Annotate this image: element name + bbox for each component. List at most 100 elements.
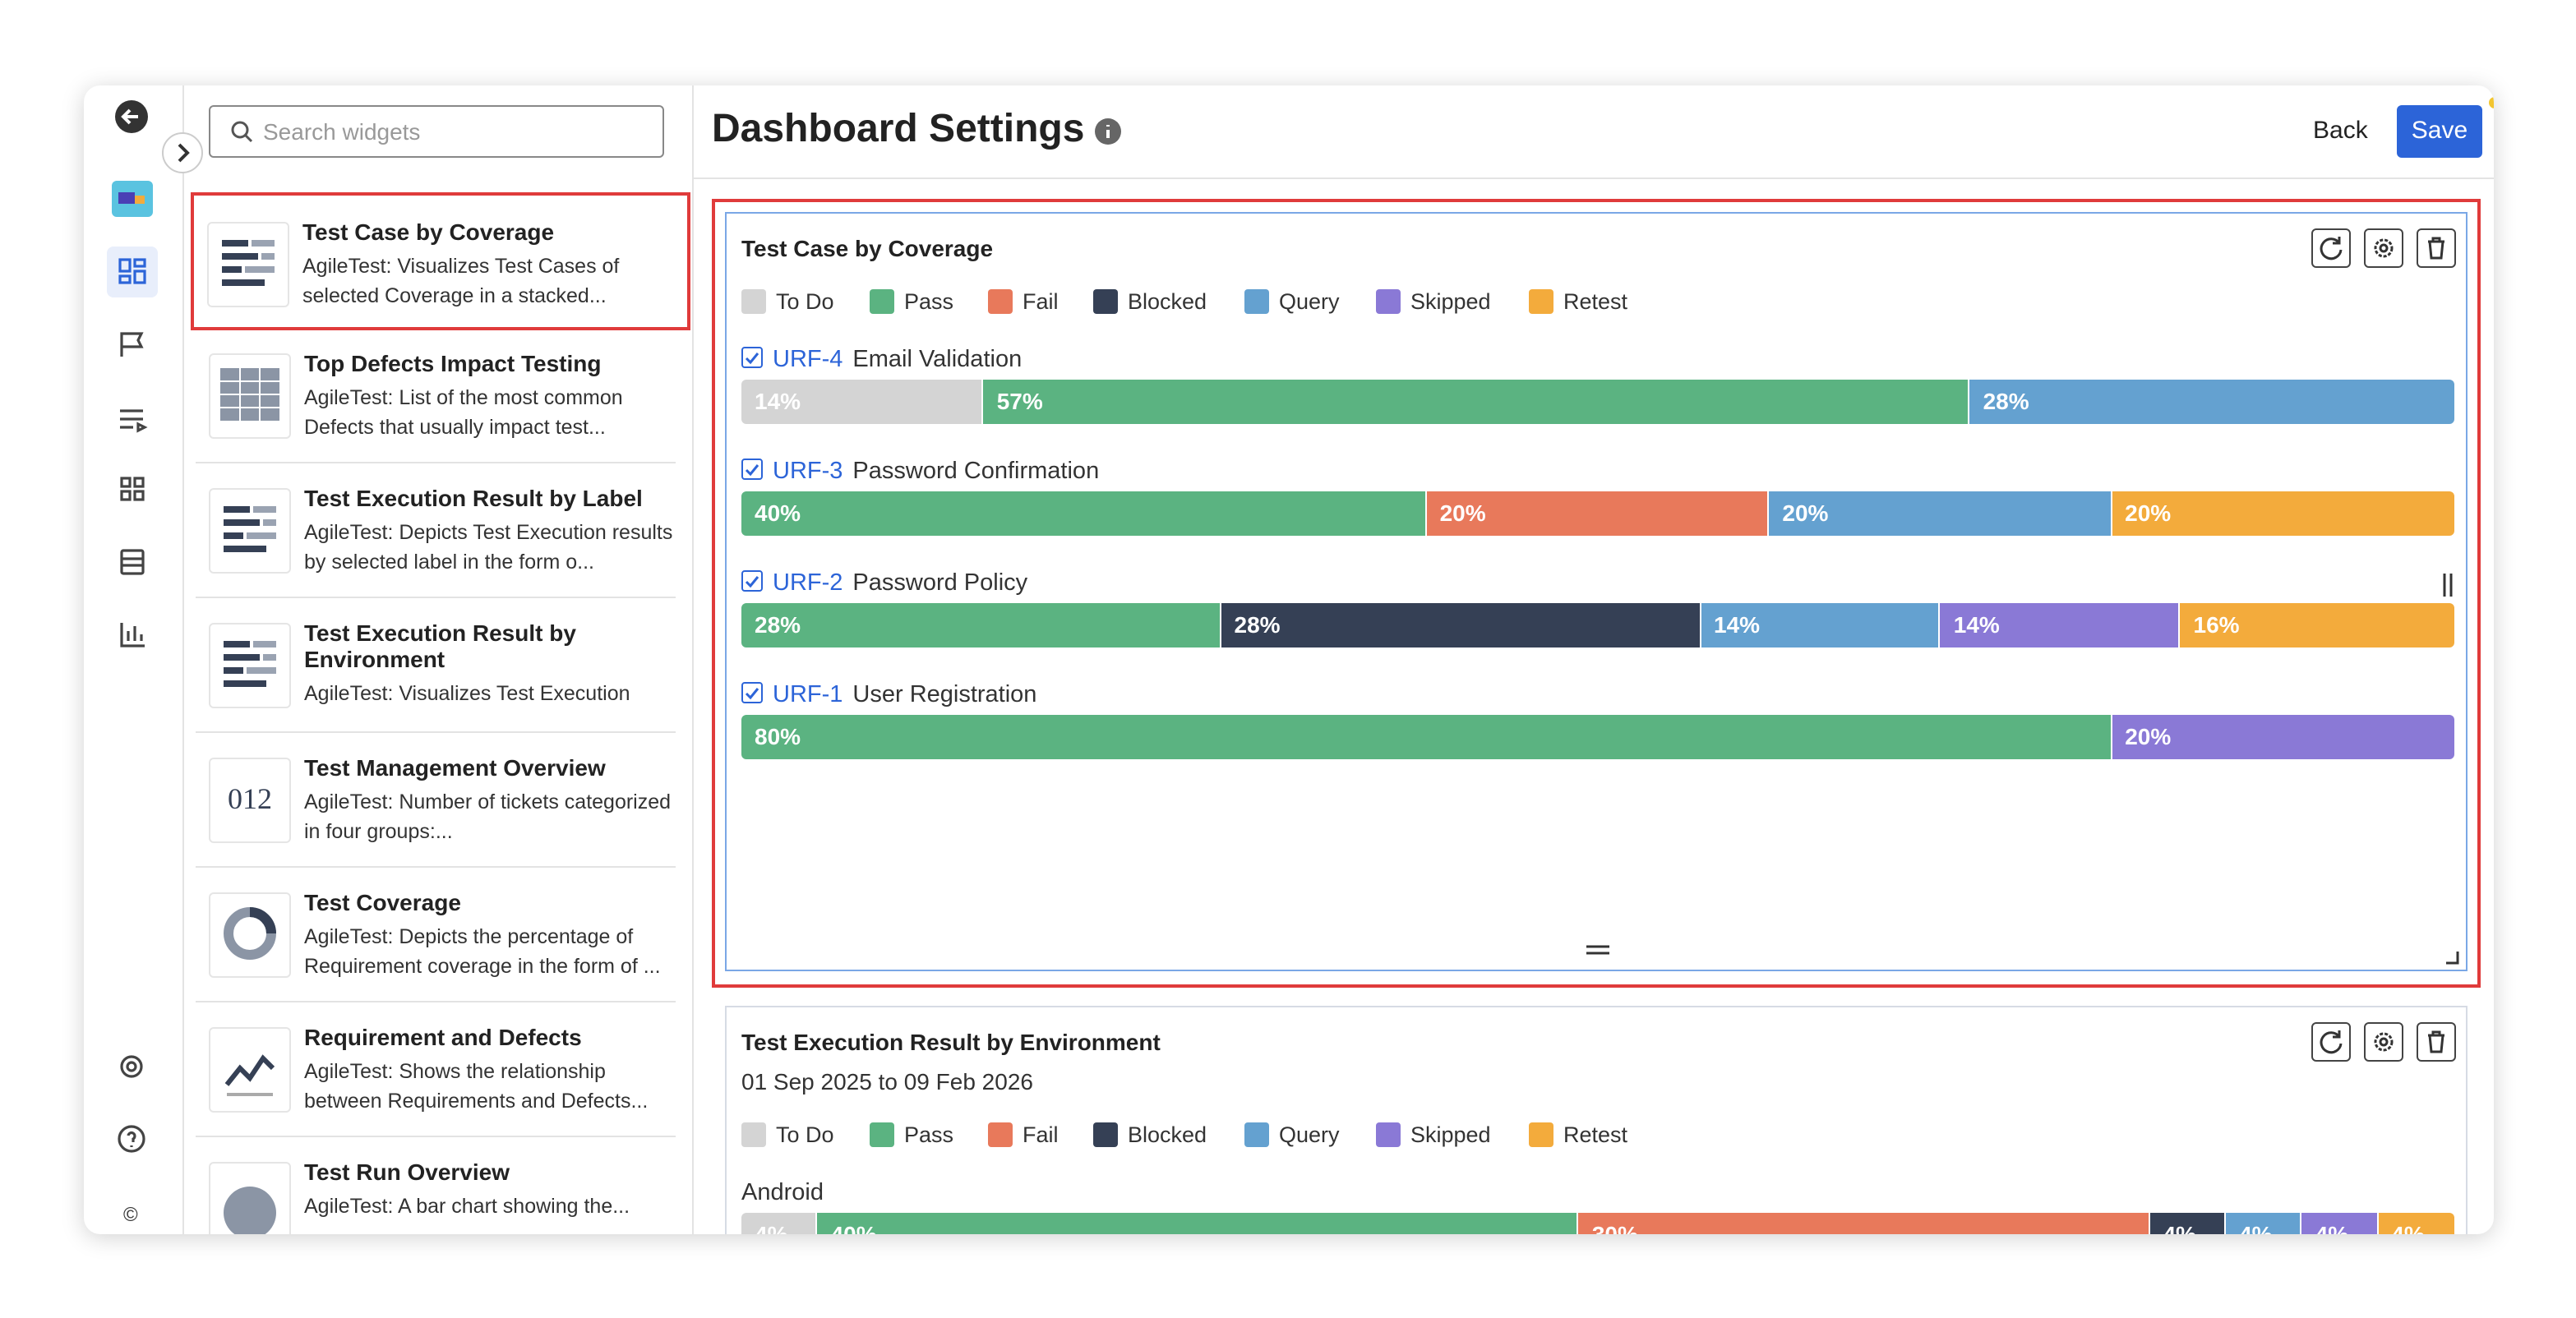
thumbnail-graphic [224, 1054, 275, 1096]
requirement-key[interactable]: URF-3 [773, 459, 843, 485]
widget-item[interactable]: Test Case by Coverage AgileTest: Visualiz… [191, 192, 690, 330]
legend-label: Pass [904, 289, 954, 314]
collapse-toggle[interactable] [159, 130, 205, 176]
resize-handle[interactable] [1585, 943, 1611, 956]
legend-swatch [1529, 1122, 1553, 1147]
widget-item[interactable]: Test Coverage AgileTest: Depicts the perc… [196, 866, 676, 1002]
thumbnail-graphic [224, 907, 276, 960]
widget-title: Test Run Overview [304, 1159, 510, 1185]
segment-label: 40% [755, 500, 801, 526]
requirement-key[interactable]: URF-4 [773, 347, 843, 373]
segment-label: 57% [996, 388, 1043, 414]
widget-item[interactable]: Test Execution Result by Environment Agil… [196, 597, 676, 733]
action-icon [2428, 1030, 2444, 1053]
refresh-button[interactable] [2311, 228, 2351, 268]
row-label: URF-3 Password Confirmation [741, 459, 1099, 485]
legend-label: Skipped [1410, 1122, 1491, 1147]
segment-label: 30% [1591, 1221, 1638, 1234]
refresh-button[interactable] [2311, 1022, 2351, 1062]
bar-segment[interactable]: 4% [2149, 1213, 2227, 1234]
segment-label: 20% [1782, 500, 1829, 526]
requirement-key[interactable]: URF-1 [773, 682, 843, 708]
legend-item[interactable]: Query [1244, 1122, 1340, 1147]
legend-item[interactable]: Pass [870, 1122, 953, 1147]
legend-item[interactable]: Retest [1529, 289, 1627, 314]
checkbox[interactable] [741, 682, 763, 703]
bar-segment[interactable]: 80% [741, 715, 2112, 759]
legend-swatch [870, 289, 894, 314]
bar-segment[interactable]: 4% [2378, 1213, 2454, 1234]
legend-item[interactable]: Skipped [1376, 289, 1491, 314]
corner-resize[interactable] [2444, 950, 2461, 966]
bar-segment[interactable]: 4% [741, 1213, 818, 1234]
widget-item[interactable]: Requirement and Defects AgileTest: Shows … [196, 1001, 676, 1137]
checkbox[interactable] [741, 570, 763, 592]
widget-description: AgileTest: Visualizes Test Cases of sele… [302, 255, 620, 307]
bar-segment[interactable]: 14% [1701, 603, 1941, 647]
legend-item[interactable]: Fail [988, 289, 1059, 314]
widget-thumbnail [209, 1162, 291, 1234]
legend-label: Skipped [1410, 289, 1491, 314]
widget-description: AgileTest: Depicts Test Execution result… [304, 521, 673, 574]
page-title: Dashboard Settings [712, 107, 1085, 151]
bar-segment[interactable]: 28% [1969, 380, 2454, 424]
legend-item[interactable]: Skipped [1376, 1122, 1491, 1147]
bar-segment[interactable]: 28% [741, 603, 1221, 647]
thumbnail-graphic [222, 240, 275, 286]
requirement-name: User Registration [852, 682, 1037, 708]
widget-item[interactable]: Test Run Overview AgileTest: A bar chart … [196, 1136, 676, 1234]
segment-label: 4% [2315, 1221, 2349, 1234]
checkbox[interactable] [741, 459, 763, 480]
save-button[interactable]: Save [2397, 105, 2482, 158]
bar-segment[interactable]: 20% [1426, 491, 1770, 536]
legend-item[interactable]: Query [1244, 289, 1340, 314]
legend-swatch [1376, 1122, 1401, 1147]
legend-item[interactable]: Pass [870, 289, 953, 314]
delete-button[interactable] [2417, 1022, 2456, 1062]
legend-swatch [1244, 1122, 1269, 1147]
requirement-name: Password Policy [852, 570, 1028, 597]
resize-handle[interactable] [2441, 572, 2454, 598]
search-box[interactable]: Search widgets [209, 105, 664, 158]
widget-description: AgileTest: A bar chart showing the... [304, 1195, 630, 1218]
bar-segment[interactable]: 14% [1940, 603, 2181, 647]
bar-segment[interactable]: 30% [1578, 1213, 2150, 1234]
thumbnail-text: 012 [228, 782, 272, 815]
bar-segment[interactable]: 4% [2301, 1213, 2379, 1234]
legend-item[interactable]: Retest [1529, 1122, 1627, 1147]
bar-segment[interactable]: 57% [983, 380, 1970, 424]
bar-segment[interactable]: 20% [1769, 491, 2112, 536]
legend-item[interactable]: To Do [741, 289, 834, 314]
legend-label: Fail [1023, 289, 1059, 314]
bar-segment[interactable]: 20% [2112, 715, 2454, 759]
back-button[interactable]: Back [2313, 117, 2368, 145]
bar-segment[interactable]: 16% [2180, 603, 2454, 647]
requirement-key[interactable]: URF-2 [773, 570, 843, 597]
widget-item[interactable]: Test Execution Result by Label AgileTest:… [196, 462, 676, 598]
bar-segment[interactable]: 40% [741, 491, 1427, 536]
widget-description: AgileTest: Shows the relationship betwee… [304, 1060, 649, 1113]
bar-segment[interactable]: 4% [2226, 1213, 2302, 1234]
bar-segment[interactable]: 28% [1221, 603, 1701, 647]
widget-title: Test Execution Result by Environment [304, 620, 576, 672]
checkbox[interactable] [741, 347, 763, 368]
segment-label: 20% [1439, 500, 1486, 526]
check [745, 464, 759, 477]
legend-item[interactable]: To Do [741, 1122, 834, 1147]
settings-button[interactable] [2364, 228, 2403, 268]
bar-segment[interactable]: 14% [741, 380, 984, 424]
widget-card: Test Execution Result by Environment 01 S… [725, 1006, 2468, 1234]
widget-item[interactable]: Top Defects Impact Testing AgileTest: Lis… [196, 327, 676, 463]
delete-button[interactable] [2417, 228, 2456, 268]
info-icon[interactable] [1093, 117, 1123, 146]
legend-item[interactable]: Blocked [1093, 289, 1207, 314]
settings-button[interactable] [2364, 1022, 2403, 1062]
legend-item[interactable]: Fail [988, 1122, 1059, 1147]
widget-title: Test Management Overview [304, 754, 606, 781]
bar-segment[interactable]: 20% [2112, 491, 2454, 536]
legend-label: Retest [1563, 289, 1628, 314]
legend-item[interactable]: Blocked [1093, 1122, 1207, 1147]
bar-segment[interactable]: 40% [817, 1213, 1579, 1234]
widget-item[interactable]: 012 Test Management Overview AgileTest: Nu… [196, 731, 676, 868]
